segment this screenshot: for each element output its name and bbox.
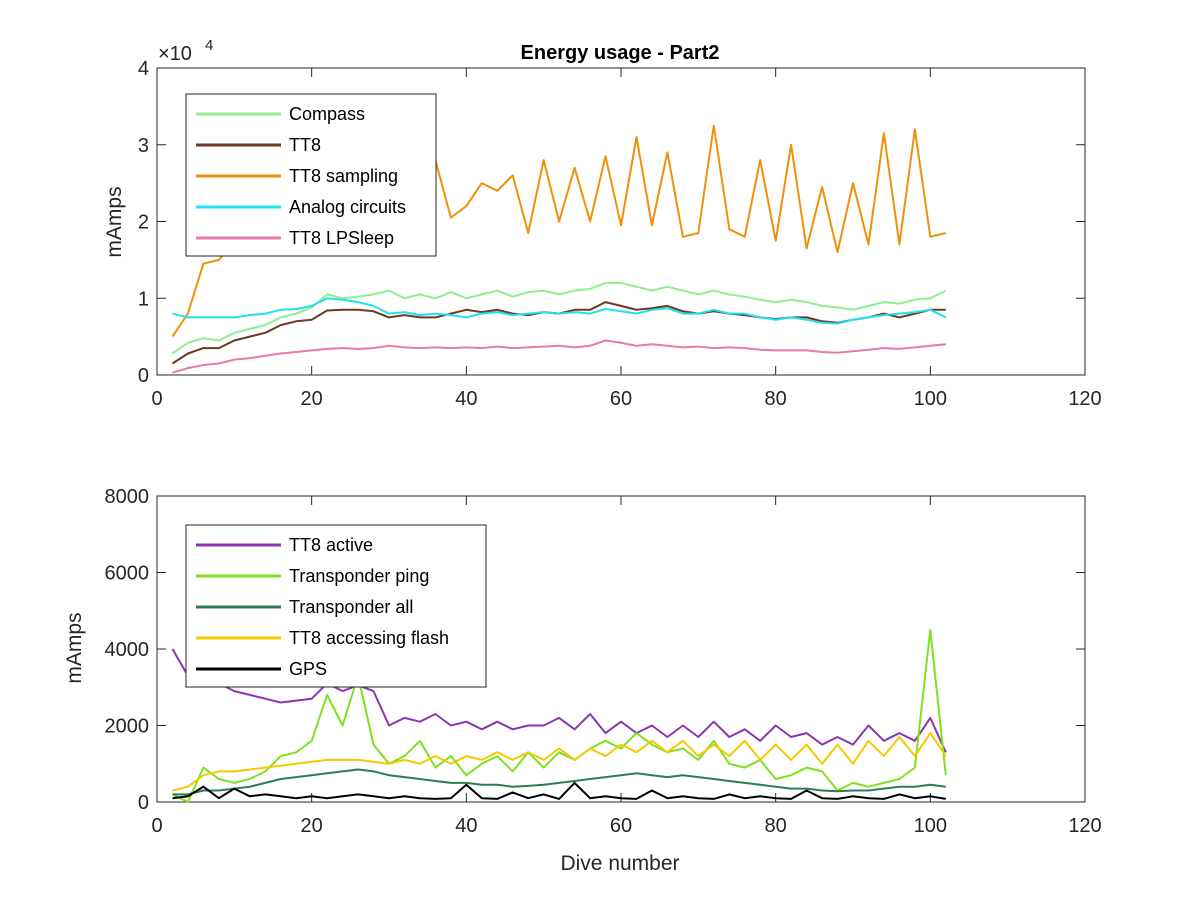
bottom-y-tick-label: 0 — [138, 792, 149, 814]
top-series-line-compass — [171, 281, 947, 355]
bottom-x-tick-label: 60 — [610, 815, 632, 837]
bottom-x-axis-label: Dive number — [560, 852, 679, 875]
top-axes: Energy usage - Part2 ×10 4 mAmps 0 20 40 60… — [103, 37, 1102, 410]
top-legend-label-tt8-sampling: TT8 sampling — [289, 166, 398, 186]
top-y-tick-label: 1 — [138, 288, 149, 310]
top-legend-label-tt8-lpsleep: TT8 LPSleep — [289, 228, 394, 248]
top-x-tick-label: 0 — [151, 388, 162, 410]
bottom-series-line-gps — [172, 781, 946, 800]
top-x-tick-label: 100 — [914, 388, 947, 410]
bottom-y-tick-label: 8000 — [105, 486, 150, 508]
top-x-tick-label: 40 — [455, 388, 477, 410]
bottom-y-tick-label: 2000 — [105, 716, 150, 738]
bottom-legend-label-gps: GPS — [289, 659, 327, 679]
bottom-x-tick-label: 80 — [765, 815, 787, 837]
bottom-legend-label-tt8-active: TT8 active — [289, 535, 373, 555]
top-y-axis-label: mAmps — [103, 186, 126, 257]
bottom-legend-label-tt8-accessing-flash: TT8 accessing flash — [289, 628, 449, 648]
top-y-tick-label: 3 — [138, 135, 149, 157]
top-y-tick-label: 4 — [138, 58, 149, 80]
top-chart-title: Energy usage - Part2 — [521, 42, 720, 64]
bottom-axes: mAmps Dive number 0 20 40 60 80 100 120 0 2000 40… — [63, 486, 1102, 875]
top-series-line-analog-circuits — [172, 297, 947, 325]
top-legend: Compass TT8 TT8 sampling Analog circuits TT8… — [185, 93, 437, 257]
bottom-y-tick-label: 4000 — [105, 639, 150, 661]
top-legend-label-tt8: TT8 — [289, 135, 321, 155]
bottom-series-line-tt8-accessing-flash — [172, 732, 947, 792]
bottom-legend-label-transponder-ping: Transponder ping — [289, 566, 429, 586]
bottom-series-line-tt8-active — [171, 648, 947, 753]
bottom-series-line-transponder-all — [172, 768, 946, 796]
top-legend-label-analog-circuits: Analog circuits — [289, 197, 406, 217]
top-y-tick-label: 2 — [138, 212, 149, 234]
top-x-tick-label: 60 — [610, 388, 632, 410]
top-x-tick-label: 120 — [1068, 388, 1101, 410]
bottom-x-tick-label: 120 — [1068, 815, 1101, 837]
bottom-x-tick-label: 40 — [455, 815, 477, 837]
top-y-exponent-base: ×10 — [158, 43, 192, 65]
bottom-legend: TT8 active Transponder ping Transponder al… — [185, 524, 487, 688]
top-series-line-tt8-lpsleep — [172, 339, 946, 374]
top-legend-label-compass: Compass — [289, 104, 365, 124]
bottom-series-line-transponder-ping — [172, 628, 947, 803]
top-y-tick-label: 0 — [138, 365, 149, 387]
top-y-exponent: ×10 4 — [158, 37, 213, 65]
top-y-exponent-power: 4 — [205, 37, 213, 54]
bottom-y-axis-label: mAmps — [63, 612, 86, 683]
top-x-tick-label: 80 — [765, 388, 787, 410]
bottom-y-tick-label: 6000 — [105, 563, 150, 585]
bottom-x-tick-label: 100 — [914, 815, 947, 837]
top-x-tick-label: 20 — [301, 388, 323, 410]
bottom-x-tick-label: 20 — [301, 815, 323, 837]
bottom-legend-label-transponder-all: Transponder all — [289, 597, 413, 617]
bottom-x-tick-label: 0 — [151, 815, 162, 837]
